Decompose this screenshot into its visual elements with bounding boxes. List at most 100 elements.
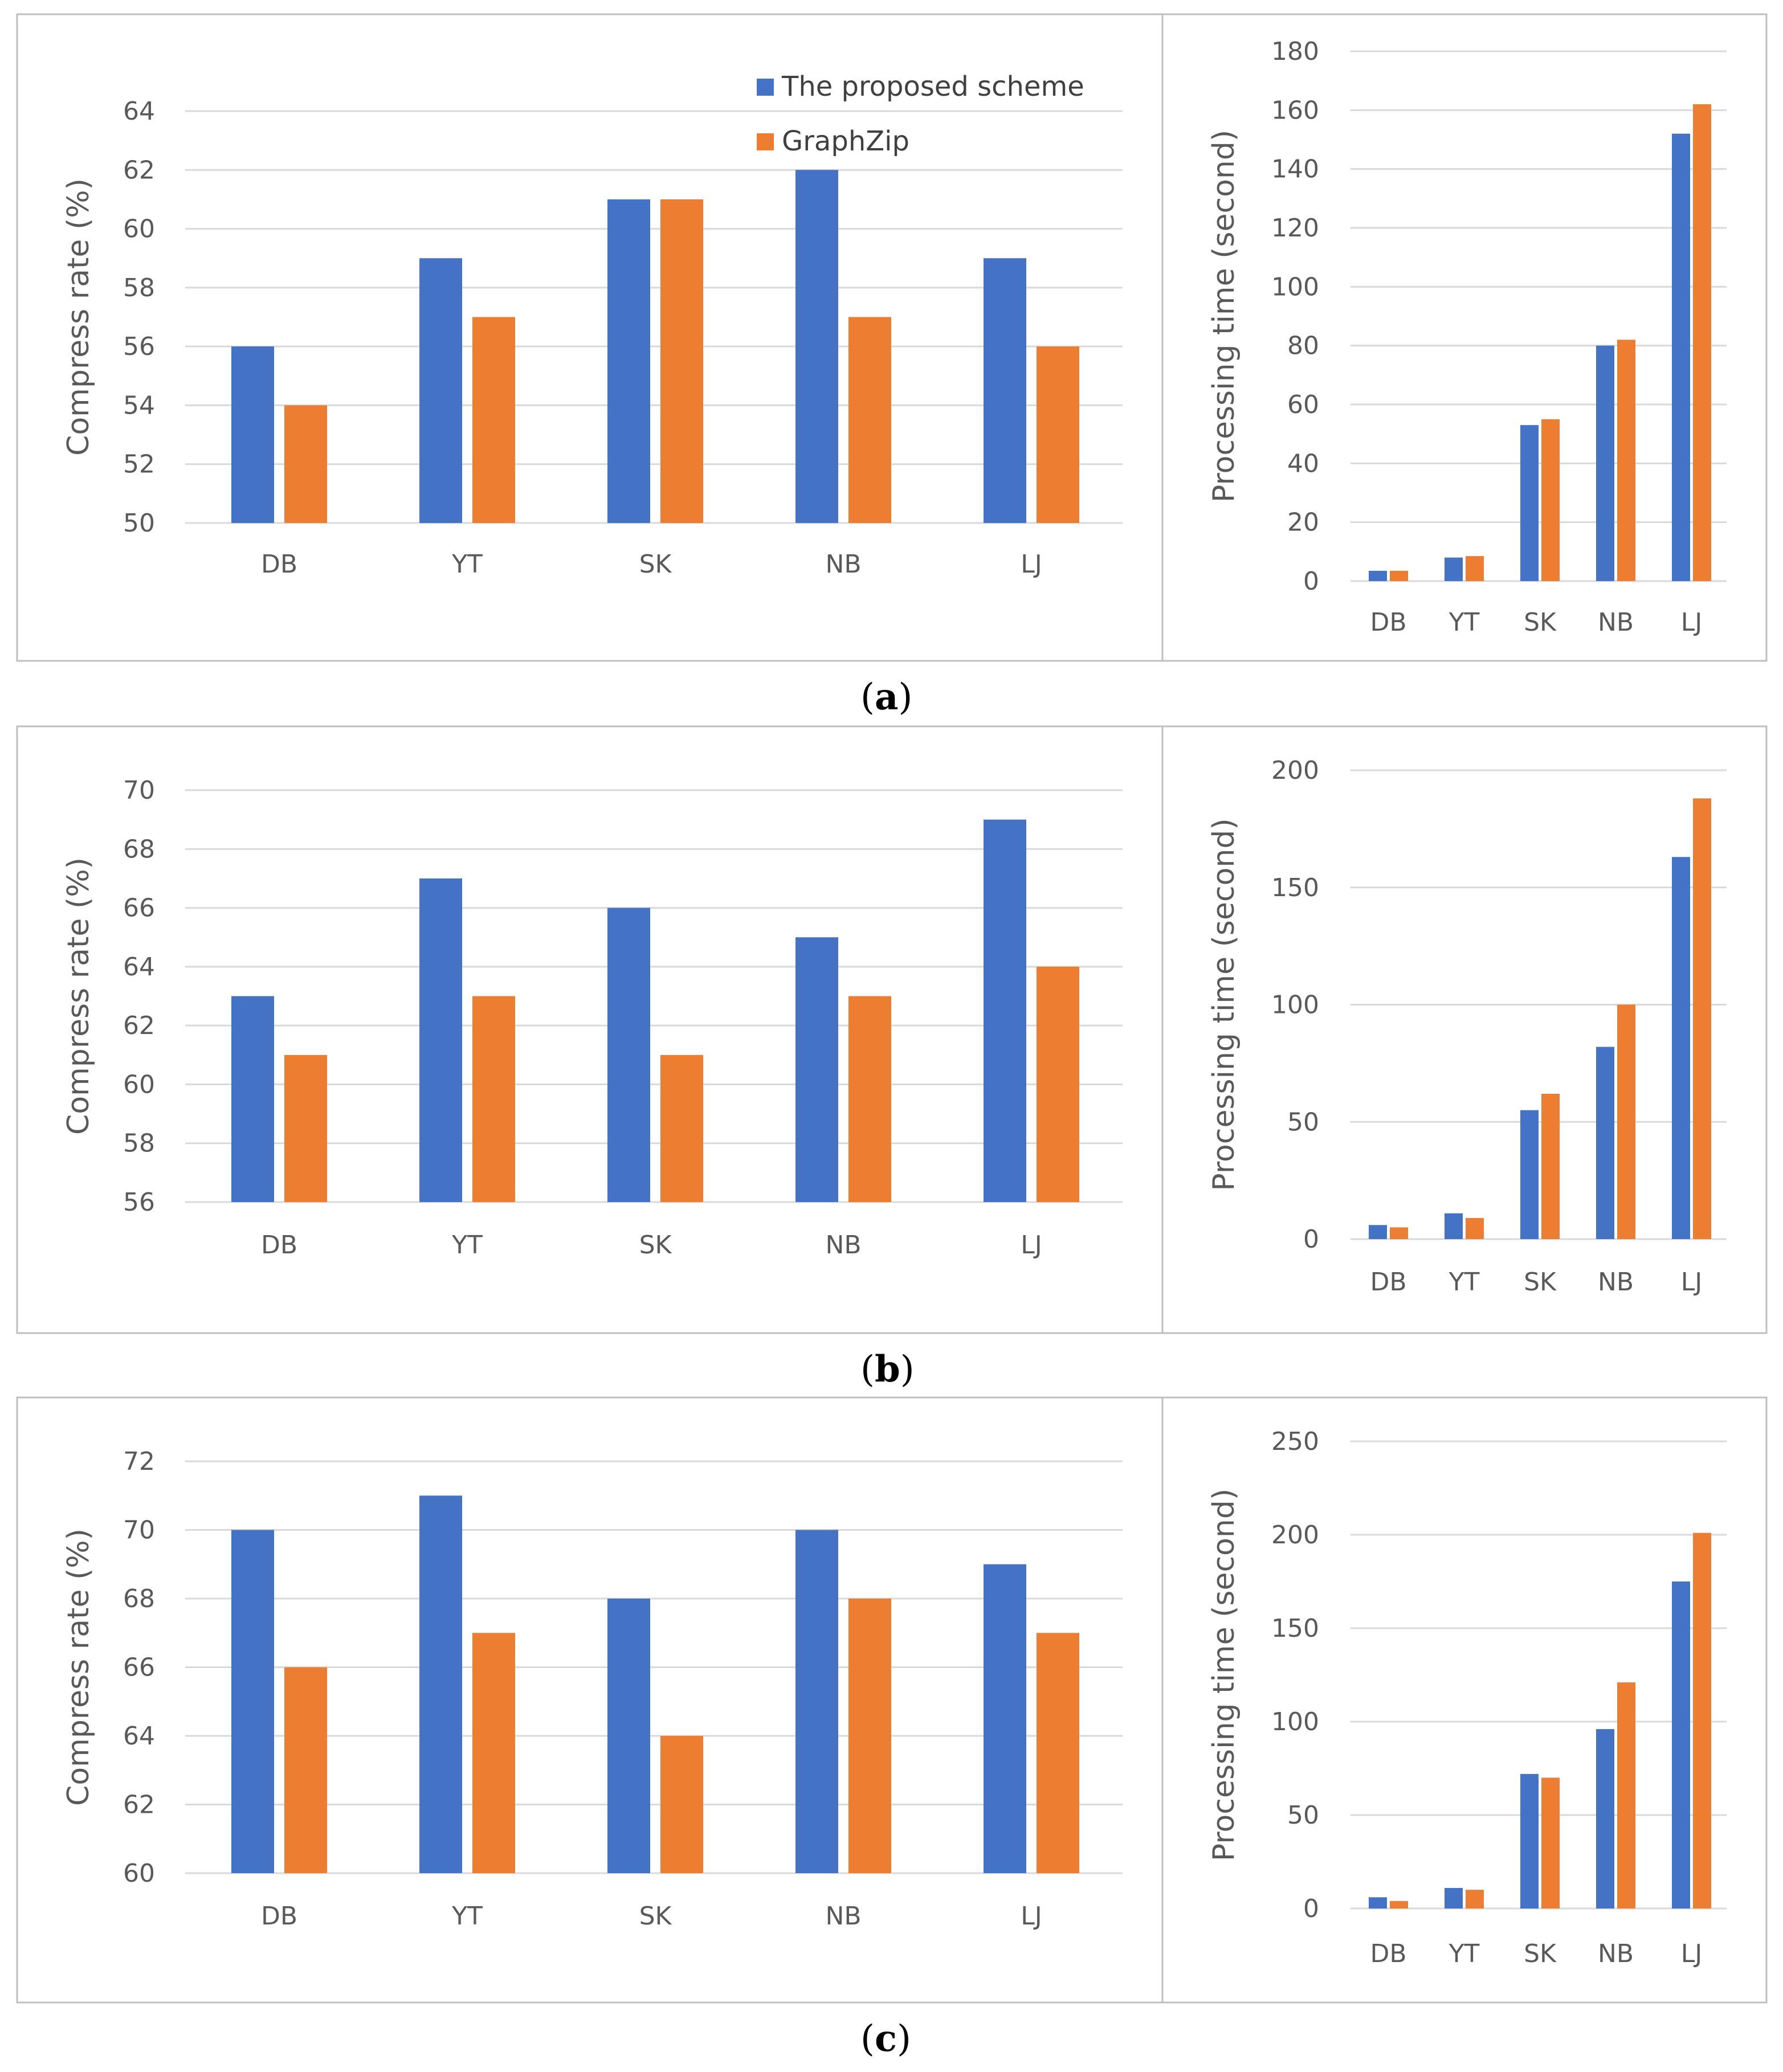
- bar-graphzip-db: [284, 1055, 327, 1202]
- y-tick-label: 60: [1287, 390, 1319, 419]
- bar-graphzip-lj: [1693, 1532, 1711, 1908]
- legend-label-graphzip: GraphZip: [782, 125, 909, 157]
- y-tick-label: 0: [1303, 1225, 1319, 1254]
- y-axis-label: Processing time (second): [1207, 130, 1241, 502]
- y-axis-label: Compress rate (%): [62, 178, 96, 456]
- bar-proposed-db: [231, 1530, 274, 1873]
- bar-graphzip-db: [284, 405, 327, 523]
- y-tick-label: 54: [123, 391, 155, 420]
- bar-graphzip-nb: [848, 317, 891, 523]
- legend: The proposed scheme GraphZip: [757, 71, 1084, 157]
- y-tick-label: 52: [123, 450, 155, 479]
- bar-graphzip-yt: [472, 996, 515, 1202]
- bar-proposed-lj: [1672, 133, 1690, 581]
- bar-proposed-sk: [1520, 1110, 1539, 1239]
- y-axis-label: Compress rate (%): [62, 857, 96, 1135]
- y-tick-label: 50: [1287, 1107, 1319, 1137]
- y-tick-label: 180: [1271, 37, 1319, 66]
- bar-proposed-nb: [795, 170, 838, 523]
- y-tick-label: 56: [123, 332, 155, 361]
- y-tick-label: 0: [1303, 1894, 1319, 1923]
- svg-text:(b): (b): [860, 1348, 915, 1391]
- y-tick-label: 58: [123, 273, 155, 303]
- x-category-label: NB: [825, 1902, 861, 1931]
- bar-proposed-db: [1369, 570, 1387, 581]
- y-tick-label: 100: [1271, 991, 1319, 1020]
- bar-proposed-nb: [1596, 1729, 1614, 1908]
- bar-proposed-nb: [1596, 345, 1614, 581]
- bar-graphzip-lj: [1693, 798, 1711, 1239]
- panel-a-frame: [16, 13, 1768, 662]
- x-category-label: NB: [1598, 1268, 1634, 1297]
- bar-proposed-db: [231, 346, 274, 523]
- bar-proposed-db: [1369, 1225, 1387, 1239]
- bar-graphzip-sk: [1541, 419, 1560, 581]
- y-tick-label: 56: [123, 1188, 155, 1217]
- caption-a-letter: a: [875, 676, 898, 718]
- y-tick-label: 64: [123, 1722, 155, 1751]
- x-category-label: NB: [1598, 608, 1634, 637]
- x-category-label: DB: [1370, 1268, 1406, 1297]
- svg-text:(a): (a): [860, 676, 912, 718]
- bar-graphzip-yt: [1466, 556, 1484, 581]
- y-tick-label: 20: [1287, 508, 1319, 537]
- caption-c: (c): [860, 2017, 911, 2060]
- x-category-label: LJ: [1681, 1939, 1703, 1968]
- x-category-label: LJ: [1021, 1231, 1042, 1260]
- panel-a-compress-chart: 50 52 54 56 58 60 62 64 Compress rate (%) DB YT SK N…: [62, 97, 1123, 579]
- y-axis-label: Processing time (second): [1207, 818, 1241, 1191]
- x-category-label: DB: [261, 550, 297, 579]
- bar-graphzip-nb: [1617, 1682, 1635, 1908]
- y-tick-label: 100: [1271, 1707, 1319, 1736]
- y-tick-label: 60: [123, 1859, 155, 1888]
- bar-proposed-yt: [1445, 557, 1463, 581]
- y-tick-label: 72: [123, 1447, 155, 1476]
- bar-graphzip-nb: [1617, 340, 1635, 581]
- x-category-label: NB: [825, 1231, 861, 1260]
- y-tick-label: 120: [1271, 214, 1319, 243]
- x-category-label: LJ: [1021, 1902, 1042, 1931]
- x-category-label: LJ: [1681, 1268, 1703, 1297]
- y-tick-label: 200: [1271, 1521, 1319, 1550]
- y-tick-label: 150: [1271, 1614, 1319, 1643]
- x-category-label: YT: [451, 550, 483, 579]
- bar-graphzip-db: [1390, 1901, 1408, 1908]
- legend-swatch-graphzip: [757, 133, 774, 150]
- caption-c-letter: c: [875, 2017, 897, 2060]
- bar-graphzip-yt: [472, 1633, 515, 1873]
- x-category-label: LJ: [1021, 550, 1042, 579]
- panel-b-processing-chart: 0 50 100 150 200 Processing time (second) DB YT…: [1207, 756, 1727, 1297]
- bar-proposed-lj: [1672, 857, 1690, 1239]
- x-category-label: DB: [261, 1902, 297, 1931]
- panel-c-processing-chart: 0 50 100 150 200 250 Processing time (second) D…: [1207, 1427, 1727, 1968]
- y-tick-label: 160: [1271, 96, 1319, 125]
- x-category-label: YT: [1449, 608, 1480, 637]
- y-axis-label: Processing time (second): [1207, 1489, 1241, 1861]
- bar-proposed-yt: [1445, 1213, 1463, 1239]
- y-tick-label: 62: [123, 1011, 155, 1040]
- bar-graphzip-sk: [1541, 1093, 1560, 1239]
- bar-proposed-sk: [1520, 1773, 1539, 1908]
- bar-proposed-nb: [795, 937, 838, 1202]
- legend-label-proposed: The proposed scheme: [781, 71, 1084, 103]
- bar-graphzip-yt: [1466, 1890, 1484, 1908]
- bar-graphzip-nb: [1617, 1004, 1635, 1239]
- y-tick-label: 58: [123, 1129, 155, 1158]
- bar-proposed-sk: [607, 908, 650, 1202]
- bar-graphzip-sk: [660, 1055, 703, 1202]
- bar-graphzip-yt: [472, 317, 515, 523]
- caption-b-letter: b: [875, 1348, 900, 1391]
- x-category-label: LJ: [1681, 608, 1703, 637]
- bar-proposed-yt: [419, 878, 462, 1202]
- y-tick-label: 64: [123, 97, 155, 126]
- bar-proposed-sk: [1520, 425, 1539, 581]
- bar-graphzip-nb: [848, 996, 891, 1202]
- panel-b-compress-chart: 56 58 60 62 64 66 68 70 Compress rate (%) DB YT SK N…: [62, 776, 1123, 1260]
- y-tick-label: 66: [123, 894, 155, 923]
- panel-c-compress-chart: 60 62 64 66 68 70 72 Compress rate (%) DB YT SK NB L…: [62, 1447, 1123, 1931]
- y-axis-label: Compress rate (%): [62, 1529, 96, 1806]
- x-category-label: NB: [825, 550, 861, 579]
- bar-graphzip-db: [1390, 570, 1408, 581]
- bar-proposed-lj: [984, 1564, 1026, 1873]
